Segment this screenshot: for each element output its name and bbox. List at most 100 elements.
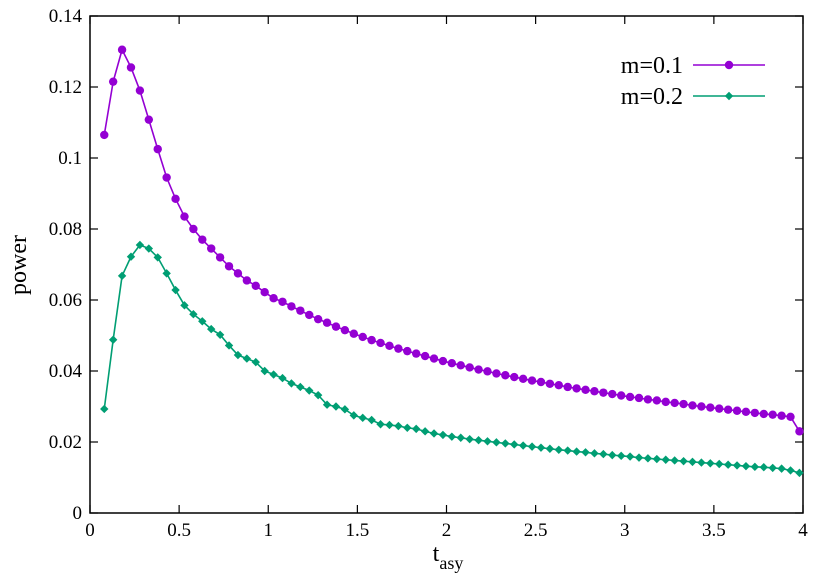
data-point [296,306,305,315]
data-point [590,449,599,458]
data-point [715,404,724,413]
x-axis-label: tasy [433,541,464,573]
data-point [251,357,260,367]
data-point [438,356,448,366]
data-point [670,398,679,408]
data-point [661,455,670,464]
legend: m=0.1 m=0.2 [621,53,765,110]
data-point [554,445,563,455]
y-tick-label: 0.06 [49,290,82,311]
data-point [180,301,189,310]
data-point [260,366,269,376]
y-axis-label: power [6,235,32,295]
data-point [447,432,457,441]
data-point [750,462,760,472]
y-tick-label: 0.08 [49,219,82,240]
x-tick-label: 2.5 [524,520,548,541]
series-layer [100,45,804,478]
data-point [777,464,786,473]
legend-marker [724,60,734,70]
data-point [385,341,394,350]
data-point [679,399,688,409]
x-axis-ticks: 0 0.5 1 1.5 2 2.5 3 3.5 4 [85,16,808,541]
data-point [331,402,341,411]
data-point [590,387,599,396]
data-point [144,115,154,124]
data-point [670,456,679,465]
data-point [786,412,795,421]
data-point [305,386,314,395]
y-tick-label: 0.02 [49,432,82,453]
data-point [474,365,483,374]
y-axis-ticks: 0 0.02 0.04 0.06 0.08 0.1 0.12 0.14 [49,6,803,524]
data-point [474,436,483,445]
data-point [732,461,742,470]
data-point [313,314,323,324]
legend-label: m=0.2 [621,84,683,110]
data-point [224,262,234,271]
data-point [340,405,350,414]
data-point [795,468,804,478]
data-point [501,371,510,380]
data-point [394,421,403,431]
data-point [438,430,448,440]
data-point [278,373,287,383]
data-point [403,346,412,356]
data-point [207,324,216,334]
data-point [331,322,341,331]
data-point [608,450,617,460]
data-point [180,212,189,221]
data-point [394,344,403,353]
data-point [652,454,662,464]
data-point [171,285,180,295]
data-point [795,427,804,436]
data-point [233,269,243,278]
data-point [162,269,171,278]
data-point [786,466,795,475]
data-point [358,413,367,423]
data-point [465,434,474,444]
data-point [554,381,563,390]
data-point [117,45,127,54]
data-point [510,372,519,382]
data-point [287,302,296,311]
data-point [661,397,670,407]
data-point [715,459,724,469]
x-tick-label: 3.5 [702,520,726,541]
data-point [269,370,278,379]
data-point [233,350,243,360]
data-point [572,447,581,456]
data-point [652,396,662,405]
data-point [483,367,492,376]
x-axis-label-subscript: asy [439,553,463,573]
data-point [162,173,171,182]
data-point [679,456,688,466]
x-tick-label: 3 [620,520,630,541]
data-point [215,330,225,339]
x-tick-label: 4 [798,520,808,541]
data-point [510,440,519,449]
data-point [501,439,510,448]
data-point [385,420,394,430]
data-point [189,224,198,234]
data-point [625,392,635,402]
x-tick-label: 0 [85,520,95,541]
x-tick-label: 0.5 [167,520,191,541]
y-tick-label: 0.14 [49,6,83,27]
data-point [171,194,180,204]
data-point [545,379,555,388]
data-point [367,335,376,345]
data-point [269,294,278,303]
data-point [420,427,430,436]
x-tick-label: 1 [264,520,274,541]
data-point [599,449,608,459]
data-point [768,410,777,419]
data-point [608,389,617,399]
data-point [643,454,653,463]
x-tick-label: 2 [442,520,452,541]
data-point [536,377,546,387]
data-point [376,420,385,429]
data-point [349,329,359,338]
data-point [420,351,430,361]
